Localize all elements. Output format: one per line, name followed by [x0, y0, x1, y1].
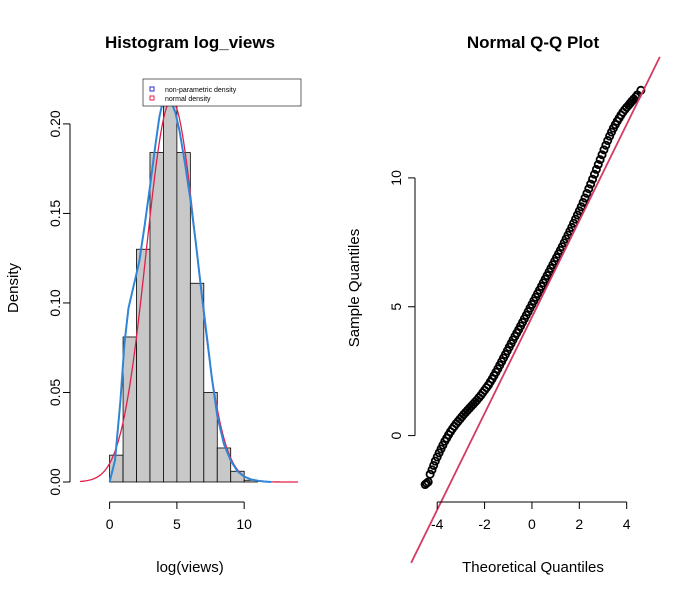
qq-y-axis: 0 5 10 [388, 170, 416, 439]
histogram-x-tick-label: 5 [173, 516, 181, 532]
qq-point [422, 478, 432, 488]
histogram-bar-4 [163, 96, 178, 483]
qq-point [603, 136, 613, 146]
histogram-bars [109, 96, 259, 483]
qq-point [593, 160, 603, 170]
legend-label-normal: normal density [165, 96, 211, 103]
histogram-bar-9 [230, 470, 245, 483]
histogram-xlabel: log(views) [156, 559, 224, 576]
qq-reference-line [410, 56, 661, 564]
qq-x-tick-label: -4 [431, 516, 444, 532]
qq-ylabel: Sample Quantiles [346, 229, 363, 347]
histogram-y-tick-label: 0.05 [47, 379, 63, 406]
histogram-bar-5 [176, 152, 191, 483]
histogram-ylabel: Density [5, 262, 22, 313]
qq-x-axis: -4 -2 0 2 4 [431, 501, 631, 532]
histogram-title: Histogram log_views [105, 33, 275, 52]
histogram-panel: Histogram log_views log(views) Density 0… [5, 33, 302, 576]
qq-reference-line-segment [410, 56, 661, 564]
legend-swatch-normal [149, 95, 155, 101]
histogram-bar-8 [216, 447, 232, 483]
legend-box [142, 78, 302, 107]
qq-point [597, 150, 607, 160]
qq-point [586, 179, 596, 189]
qq-points [420, 85, 646, 490]
qq-point [601, 140, 611, 150]
qq-point [429, 460, 439, 470]
qq-y-tick-label: 5 [388, 303, 404, 311]
qq-point [588, 174, 598, 184]
histogram-y-axis: 0.00 0.05 0.10 0.15 0.20 [47, 110, 71, 496]
qq-point [425, 469, 435, 479]
qq-point [584, 184, 594, 194]
histogram-bar-6 [189, 282, 205, 483]
histogram-y-tick-label: 0.20 [47, 110, 63, 137]
nonparametric-density-line [108, 92, 272, 483]
qq-x-tick-label: 4 [623, 516, 631, 532]
histogram-x-tick-label: 0 [106, 516, 114, 532]
qq-x-tick-label: 2 [575, 516, 583, 532]
qq-point [589, 169, 599, 179]
qq-point [576, 202, 586, 212]
histogram-density-curves [79, 92, 298, 483]
legend-swatch-nonparametric [149, 86, 155, 92]
qq-point [591, 164, 601, 174]
qq-x-tick-label: 0 [528, 516, 536, 532]
qq-point [582, 188, 592, 198]
histogram-legend: non-parametric density normal density [142, 78, 302, 107]
qq-xlabel: Theoretical Quantiles [462, 559, 604, 576]
histogram-y-tick-label: 0.00 [47, 468, 63, 495]
qq-panel: Normal Q-Q Plot Theoretical Quantiles Sa… [346, 33, 661, 576]
qq-point [599, 145, 609, 155]
histogram-x-axis: 0 5 10 [106, 501, 252, 532]
qq-y-tick-label: 10 [388, 170, 404, 186]
legend-label-nonparametric: non-parametric density [165, 87, 237, 94]
histogram-x-tick-label: 10 [236, 516, 252, 532]
qq-title: Normal Q-Q Plot [467, 33, 600, 52]
qq-point [580, 193, 590, 203]
histogram-y-tick-label: 0.10 [47, 289, 63, 316]
qq-y-tick-label: 0 [388, 431, 404, 439]
qq-point [578, 197, 588, 207]
qq-point [595, 155, 605, 165]
histogram-y-tick-label: 0.15 [47, 200, 63, 227]
histogram-bar-7 [203, 392, 218, 483]
qq-x-tick-label: -2 [478, 516, 491, 532]
qq-point [427, 465, 437, 475]
qq-point [423, 477, 433, 487]
